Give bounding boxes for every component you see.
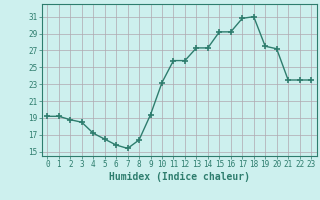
X-axis label: Humidex (Indice chaleur): Humidex (Indice chaleur) (109, 172, 250, 182)
